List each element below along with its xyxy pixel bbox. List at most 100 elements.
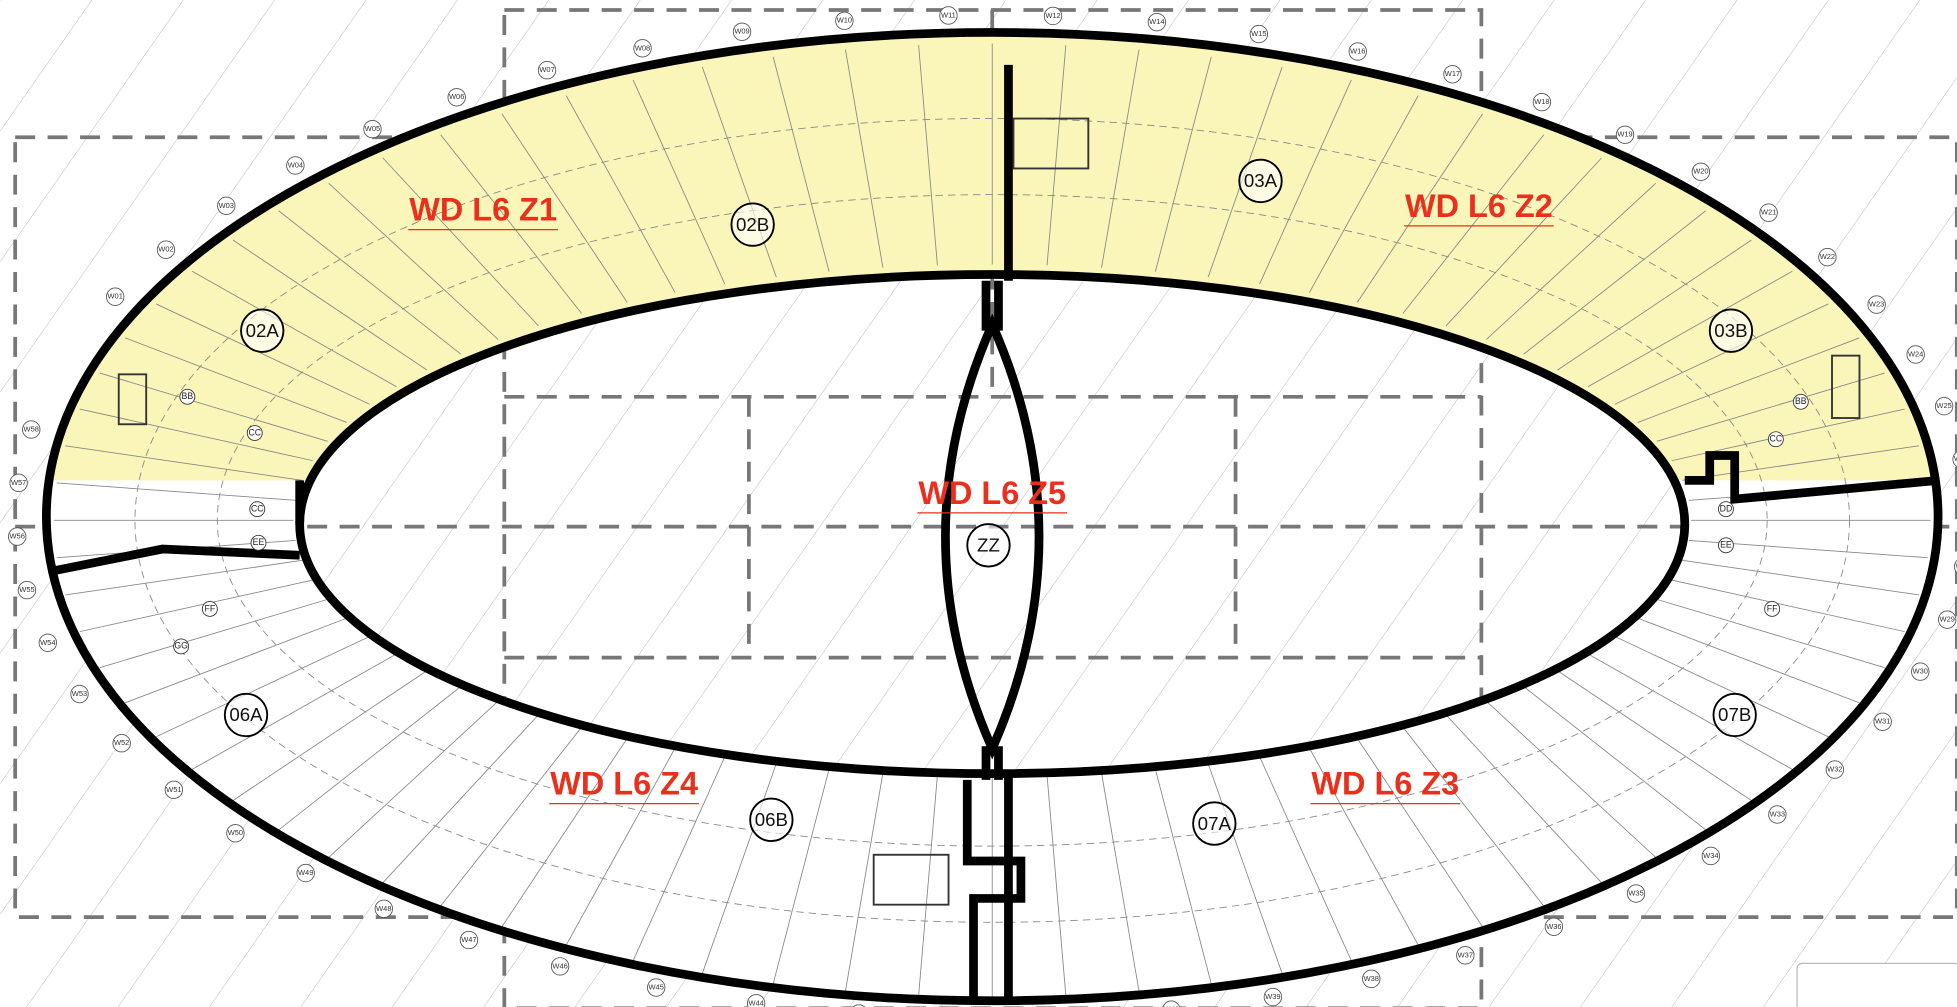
grid-marker-label: W33 xyxy=(1770,809,1785,818)
grid-marker-bubble xyxy=(1162,1000,1181,1007)
partition xyxy=(1557,670,1752,801)
grid-marker-bubble xyxy=(8,527,27,546)
zone-boundaries xyxy=(42,28,1943,1006)
room-bubble xyxy=(966,523,1011,568)
grid-marker-label: W31 xyxy=(1875,717,1890,726)
partition xyxy=(918,775,938,996)
partition xyxy=(1587,270,1793,388)
room-label: 03A xyxy=(1244,170,1278,191)
grid-marker-label: W29 xyxy=(1940,615,1955,624)
tag-label: GG xyxy=(174,641,188,651)
grid-marker-bubble xyxy=(1701,846,1721,866)
partition xyxy=(1523,210,1707,355)
room-bubble xyxy=(223,692,269,738)
grid-marker-bubble xyxy=(1768,805,1787,824)
grid-marker-bubble xyxy=(17,580,37,600)
grid-marker-label: W04 xyxy=(288,160,303,169)
grid-marker-bubble xyxy=(852,1004,866,1007)
grid-marker-label: W34 xyxy=(1703,851,1718,860)
partition xyxy=(1445,157,1602,327)
stair xyxy=(117,373,148,426)
grid-marker-bubble xyxy=(1615,125,1635,144)
room-label: 03B xyxy=(1714,320,1747,341)
grid-marker-bubble xyxy=(1906,345,1925,364)
partition xyxy=(1259,756,1352,961)
grid-marker-bubble xyxy=(939,6,958,25)
room-label: 02B xyxy=(736,214,769,235)
zone-label: WD L6 Z1 xyxy=(409,192,557,228)
grid-marker-bubble xyxy=(1443,65,1462,84)
partition xyxy=(1046,45,1067,266)
grid-marker-label: W02 xyxy=(158,245,173,254)
partition xyxy=(701,763,777,974)
partition xyxy=(845,772,884,992)
stair xyxy=(1012,117,1090,170)
partition xyxy=(632,79,726,285)
room-bubble xyxy=(730,202,775,247)
grid-marker-bubble xyxy=(1348,42,1367,61)
tag-bubble xyxy=(249,501,266,518)
grid-marker-label: W37 xyxy=(1458,950,1473,959)
partition xyxy=(565,748,676,946)
grid-marker-label: W16 xyxy=(1350,46,1365,55)
partition xyxy=(99,372,328,442)
grid-marker-bubble xyxy=(226,824,245,843)
partition xyxy=(191,270,397,388)
grid-marker-bubble xyxy=(1934,397,1954,416)
partition xyxy=(125,337,347,423)
partition xyxy=(772,768,830,984)
tag-bubble xyxy=(246,425,263,441)
stair xyxy=(872,853,950,906)
partition xyxy=(1656,598,1885,669)
grid-marker-label: W54 xyxy=(40,638,55,647)
grid-marker-bubble xyxy=(633,39,652,58)
grid-marker-bubble xyxy=(746,994,766,1007)
room-label: 07A xyxy=(1198,813,1232,834)
tag-label: EE xyxy=(1720,540,1732,550)
grid-marker-label: W17 xyxy=(1445,69,1460,78)
partition xyxy=(1207,763,1283,974)
partition xyxy=(1523,686,1707,831)
grid-marker-label: W22 xyxy=(1820,252,1835,261)
grid-marker-label: W08 xyxy=(635,43,650,52)
grid-marker-label: W14 xyxy=(1149,17,1164,26)
grid-marker-label: W56 xyxy=(10,532,25,541)
grid-marker-bubble xyxy=(22,420,41,439)
grid-marker-label: W12 xyxy=(1045,11,1060,20)
stair xyxy=(1831,354,1861,419)
grid-marker-bubble xyxy=(363,119,382,139)
grid-marker-bubble xyxy=(1626,884,1646,903)
grid-marker-bubble xyxy=(647,978,666,997)
grid-marker-label: W46 xyxy=(552,961,567,970)
title-block-corner xyxy=(1796,962,1957,1007)
grid-marker-label: W40 xyxy=(1164,1005,1179,1007)
grid-marker-label: W35 xyxy=(1628,889,1643,898)
partition xyxy=(1682,559,1920,596)
tag-label: CC xyxy=(248,427,261,437)
partition xyxy=(232,239,428,371)
partition xyxy=(1486,700,1657,858)
grid-marker-label: W19 xyxy=(1617,130,1632,139)
grid-marker-label: W52 xyxy=(114,738,129,747)
partition xyxy=(1154,768,1212,984)
grid-marker-bubble xyxy=(537,61,557,80)
grid-marker-bubble xyxy=(1867,295,1886,314)
grid-marker-bubble xyxy=(835,11,854,30)
partition xyxy=(99,598,328,669)
partition xyxy=(1445,714,1602,884)
grid-marker-label: W55 xyxy=(19,585,34,594)
grid-marker-label: W36 xyxy=(1546,922,1561,931)
partition xyxy=(278,210,462,355)
room-bubble xyxy=(749,797,794,842)
grid-marker-label: W45 xyxy=(649,983,664,992)
grid-marker-label: W58 xyxy=(24,424,39,433)
grid-marker-label: W25 xyxy=(1936,401,1951,410)
grid-marker-bubble xyxy=(550,957,570,976)
tag-label: CC xyxy=(251,503,264,513)
partition xyxy=(1309,748,1419,946)
partition xyxy=(1154,56,1212,272)
tag-bubble xyxy=(173,638,190,655)
grid-marker-label: W39 xyxy=(1265,992,1280,1001)
room-label: ZZ xyxy=(977,534,1000,555)
grid-marker-bubble xyxy=(106,287,125,306)
